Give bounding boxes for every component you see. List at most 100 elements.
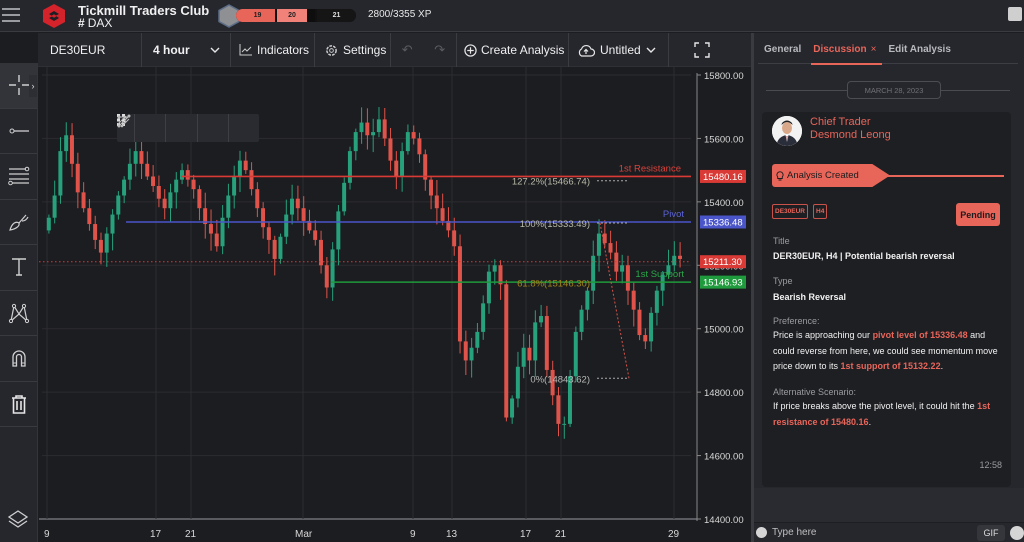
- layers-icon[interactable]: [6, 508, 30, 532]
- parallel-channel-icon: [117, 115, 130, 128]
- level-progress-bar: 19 20 21: [236, 9, 356, 22]
- horizontal-line-button[interactable]: [117, 114, 167, 142]
- svg-text:0%(14843.62): 0%(14843.62): [530, 374, 590, 385]
- preference-label: Preference:: [773, 316, 820, 326]
- fib-retracement-icon: [7, 166, 29, 186]
- text-icon: [11, 258, 26, 276]
- svg-text:1st Support: 1st Support: [635, 269, 684, 280]
- level-future: 21: [317, 9, 356, 22]
- level-next: 20: [277, 9, 307, 22]
- svg-text:15211.30: 15211.30: [703, 257, 742, 268]
- ray-button[interactable]: [117, 114, 229, 142]
- undo-icon[interactable]: ↶: [401, 42, 413, 57]
- attach-icon[interactable]: [756, 527, 767, 538]
- brush-icon: [8, 214, 29, 231]
- crosshair-tool[interactable]: ›: [0, 63, 37, 109]
- symbol-selector[interactable]: DE30EUR: [38, 33, 142, 67]
- brush-tool[interactable]: [0, 200, 37, 245]
- svg-text:21: 21: [185, 529, 197, 540]
- chevron-down-icon: [210, 47, 220, 53]
- create-analysis-button[interactable]: Create Analysis: [457, 33, 569, 67]
- svg-text:9: 9: [410, 529, 416, 540]
- type-label: Type: [773, 276, 793, 286]
- undo-redo-group: ↶ ↷: [391, 33, 457, 67]
- candlestick-plot[interactable]: 15800.0015600.0015400.0015200.0015000.00…: [39, 67, 751, 542]
- svg-text:61.8%(15146.30): 61.8%(15146.30): [517, 278, 590, 289]
- fullscreen-button[interactable]: [669, 33, 734, 67]
- svg-text:1st Resistance: 1st Resistance: [619, 163, 681, 174]
- app-title: Tickmill Traders Club: [78, 3, 210, 18]
- pattern-tool[interactable]: [0, 291, 37, 336]
- title-label: Title: [773, 236, 790, 246]
- lightbulb-icon: [776, 170, 784, 180]
- chevron-down-icon: [646, 47, 656, 53]
- redo-icon[interactable]: ↷: [434, 42, 446, 57]
- svg-text:100%(15333.49): 100%(15333.49): [520, 219, 590, 230]
- layout-save-dropdown[interactable]: Untitled: [569, 33, 669, 67]
- trash-icon: [11, 394, 26, 414]
- message-input[interactable]: Type here: [772, 527, 817, 538]
- tab-general[interactable]: General: [764, 44, 802, 55]
- svg-text:15480.16: 15480.16: [703, 172, 743, 183]
- text-tool[interactable]: [0, 245, 37, 291]
- svg-text:15400.00: 15400.00: [704, 198, 744, 209]
- cloud-upload-icon: [578, 44, 595, 57]
- parallel-channel-button[interactable]: [117, 114, 259, 142]
- trendline-tool[interactable]: [0, 109, 37, 154]
- ray-icon: [117, 114, 131, 128]
- close-icon[interactable]: ×: [870, 44, 877, 55]
- gif-button[interactable]: GIF: [977, 525, 1005, 541]
- pending-status-button[interactable]: Pending: [956, 203, 1000, 226]
- panel-tabs: General Discussion × Edit Analysis: [758, 33, 1018, 65]
- emoji-icon[interactable]: [1010, 526, 1024, 540]
- magnet-tool[interactable]: [0, 336, 37, 382]
- resistance-highlight: 1st resistance of 15480.16: [773, 401, 991, 427]
- analysis-panel: General Discussion × Edit Analysis MARCH …: [754, 33, 1024, 542]
- svg-text:21: 21: [555, 529, 567, 540]
- svg-text:15800.00: 15800.00: [704, 71, 744, 82]
- message-composer: Type here GIF: [754, 522, 1024, 542]
- svg-text:127.2%(15466.74): 127.2%(15466.74): [512, 177, 590, 188]
- svg-text:Pivot: Pivot: [663, 209, 684, 220]
- channel-name[interactable]: # DAX: [78, 16, 113, 30]
- svg-text:17: 17: [520, 529, 532, 540]
- svg-text:15336.48: 15336.48: [703, 218, 743, 229]
- support-highlight: 1st support of 15132.22: [840, 361, 941, 371]
- svg-text:15000.00: 15000.00: [704, 325, 744, 336]
- crosshair-icon: [8, 75, 29, 96]
- avatar[interactable]: [772, 116, 802, 146]
- symbol-tag: DE30EUR: [772, 204, 808, 219]
- fib-levels-tool[interactable]: [0, 154, 37, 200]
- drawing-tools-sidebar: ›: [0, 63, 38, 542]
- settings-button[interactable]: Settings: [315, 33, 391, 67]
- checklist-icon[interactable]: [1008, 7, 1022, 21]
- delete-tool[interactable]: [0, 382, 37, 427]
- alt-scenario-text: If price breaks above the pivot level, i…: [773, 401, 991, 427]
- gear-icon: [326, 44, 337, 56]
- tab-edit-analysis[interactable]: Edit Analysis: [888, 44, 951, 55]
- price-chart[interactable]: 15800.0015600.0015400.0015200.0015000.00…: [39, 67, 751, 542]
- preference-text: Price is approaching our pivot level of …: [773, 330, 998, 371]
- horizontal-ray-icon: [9, 128, 29, 134]
- interval-dropdown[interactable]: 4 hour: [142, 33, 231, 67]
- status-ribbon: Analysis Created: [772, 164, 1006, 188]
- date-label: MARCH 28, 2023: [847, 81, 941, 99]
- svg-text:17: 17: [150, 529, 162, 540]
- author-name[interactable]: Desmond Leong: [810, 129, 891, 141]
- pivot-highlight: pivot level of 15336.48: [872, 330, 968, 340]
- menu-icon[interactable]: [2, 8, 20, 22]
- magnet-icon: [11, 350, 26, 367]
- trend-line-button[interactable]: [117, 114, 198, 142]
- svg-text:Mar: Mar: [295, 529, 313, 540]
- chevron-right-icon[interactable]: ›: [29, 75, 37, 97]
- svg-text:13: 13: [446, 529, 458, 540]
- analysis-message-card: Chief Trader Desmond Leong Analysis Crea…: [762, 112, 1011, 487]
- pattern-icon: [8, 303, 29, 323]
- svg-text:15146.93: 15146.93: [703, 278, 743, 289]
- svg-text:14800.00: 14800.00: [704, 388, 744, 399]
- status-label: Analysis Created: [787, 170, 859, 181]
- panel-resize-handle[interactable]: [751, 33, 754, 542]
- tab-discussion[interactable]: Discussion ×: [807, 33, 883, 65]
- indicators-button[interactable]: Indicators: [231, 33, 315, 67]
- chart-toolbar: DE30EUR 4 hour Indicators Settings ↶ ↷ C…: [38, 33, 751, 67]
